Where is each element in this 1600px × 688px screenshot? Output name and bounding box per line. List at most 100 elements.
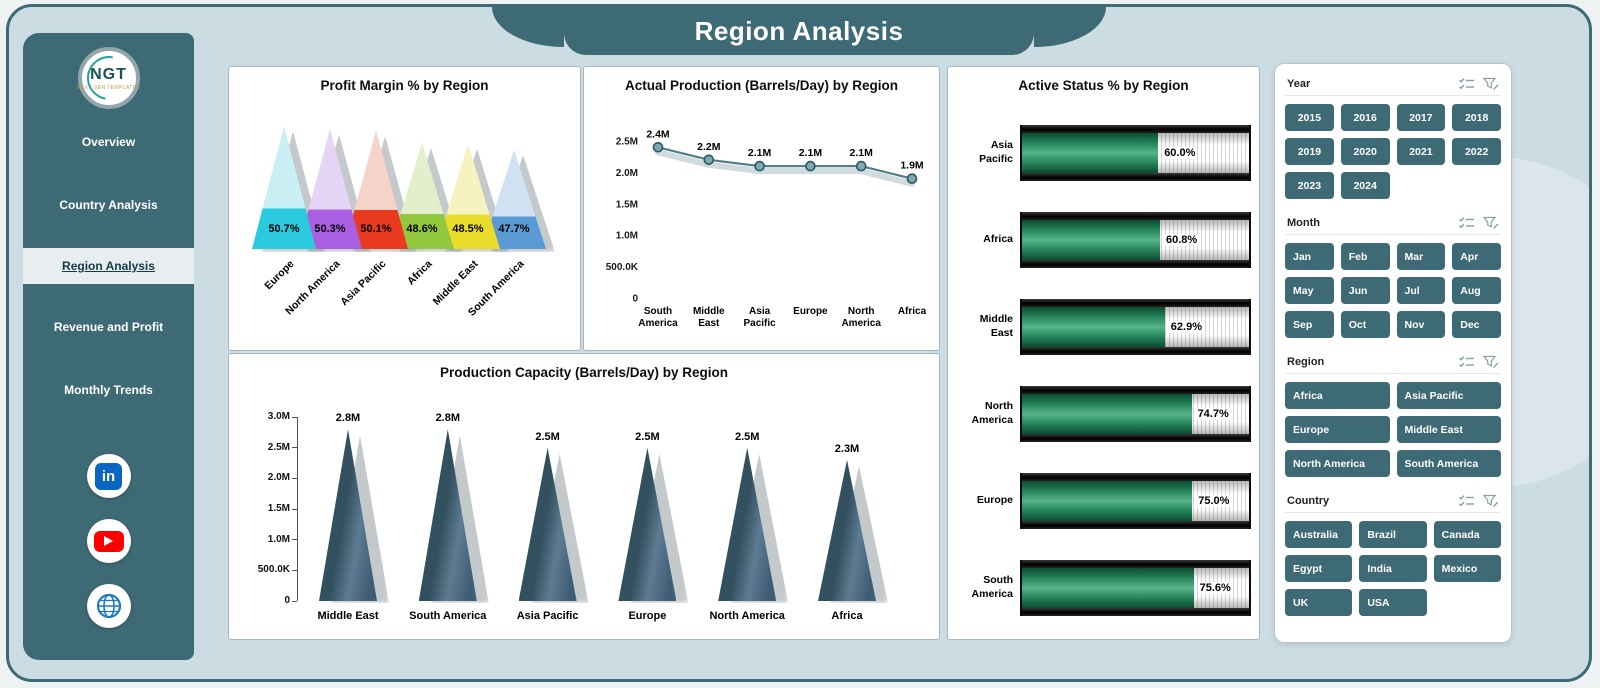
filter-option-country-uk[interactable]: UK — [1285, 589, 1353, 616]
filter-options-region: Africa Asia Pacific Europe Middle East North… — [1285, 382, 1501, 477]
filter-option-country-australia[interactable]: Australia — [1285, 521, 1353, 548]
line-chart-svg: 0 500.0K 1.0M 1.5M 2.0M 2.5M 2.4M 2.2M 2.1M 2.1M 2… — [606, 128, 927, 329]
filter-option-month-jul[interactable]: Jul — [1396, 277, 1446, 304]
clear-filter-icon[interactable] — [1483, 494, 1499, 508]
filter-option-year-2021[interactable]: 2021 — [1396, 138, 1446, 165]
filter-option-country-usa[interactable]: USA — [1359, 589, 1427, 616]
youtube-button[interactable] — [86, 519, 131, 563]
filter-option-year-2015[interactable]: 2015 — [1285, 104, 1334, 131]
sidebar-item-overview[interactable]: Overview — [81, 135, 136, 149]
y-tick — [292, 569, 297, 571]
profit-margin-card: Profit Margin % by Region 50.7% Europe 50.… — [228, 66, 581, 351]
cone-value-label: 2.3M — [834, 442, 860, 455]
actual-production-line-plot: 0 500.0K 1.0M 1.5M 2.0M 2.5M 2.4M 2.2M 2.1M 2.1M 2… — [584, 117, 941, 351]
status-gauge-south-america[interactable]: 75.6% — [1020, 559, 1251, 616]
production-capacity-card: Production Capacity (Barrels/Day) by Reg… — [228, 353, 940, 640]
select-all-icon[interactable] — [1458, 77, 1475, 91]
gauge-value-label: 75.0% — [1196, 494, 1232, 507]
clear-filter-icon[interactable] — [1483, 77, 1499, 91]
filter-option-month-feb[interactable]: Feb — [1340, 243, 1390, 270]
filter-option-country-mexico[interactable]: Mexico — [1433, 555, 1501, 582]
status-gauge-north-america[interactable]: 74.7% — [1020, 385, 1251, 442]
data-value-label: 1.9M — [900, 160, 924, 172]
filter-option-region-south-america[interactable]: South America — [1396, 450, 1501, 477]
status-row-middle-east: Middle East 62.9% — [958, 283, 1251, 370]
filter-option-month-oct[interactable]: Oct — [1340, 311, 1390, 338]
filter-option-year-2024[interactable]: 2024 — [1340, 172, 1390, 199]
status-category-label: Asia Pacific — [979, 138, 1013, 165]
filter-option-month-aug[interactable]: Aug — [1452, 277, 1501, 304]
data-point-north-america[interactable] — [855, 160, 867, 172]
filter-option-country-egypt[interactable]: Egypt — [1285, 555, 1353, 582]
gauge-fill — [1022, 219, 1161, 260]
filter-option-month-mar[interactable]: Mar — [1396, 243, 1446, 270]
x-axis-label: Asia — [749, 306, 771, 317]
y-tick-label: 2.0M — [267, 472, 290, 484]
filter-option-region-asia-pacific[interactable]: Asia Pacific — [1396, 382, 1501, 409]
filter-option-year-2023[interactable]: 2023 — [1285, 172, 1334, 199]
sidebar-item-region-analysis[interactable]: Region Analysis — [23, 248, 194, 284]
filter-option-month-sep[interactable]: Sep — [1285, 311, 1334, 338]
filter-option-year-2020[interactable]: 2020 — [1340, 138, 1390, 165]
gauge-fill — [1022, 132, 1159, 173]
sidebar-item-revenue-and-profit[interactable]: Revenue and Profit — [53, 320, 164, 334]
filter-option-year-2019[interactable]: 2019 — [1285, 138, 1334, 165]
clear-filter-icon[interactable] — [1483, 355, 1499, 369]
clear-filter-icon[interactable] — [1483, 216, 1499, 230]
status-category-label: Middle East — [979, 312, 1013, 339]
data-point-asia-pacific[interactable] — [754, 160, 765, 172]
x-axis-label: South America — [409, 610, 487, 622]
status-gauge-middle-east[interactable]: 62.9% — [1020, 298, 1251, 355]
select-all-icon[interactable] — [1458, 216, 1475, 230]
filter-option-region-africa[interactable]: Africa — [1285, 382, 1390, 409]
status-category-label: South America — [971, 573, 1013, 600]
gauge-edge-top — [1022, 298, 1249, 307]
chart-title-actual-production: Actual Production (Barrels/Day) by Regio… — [624, 78, 899, 93]
filter-option-month-dec[interactable]: Dec — [1452, 311, 1501, 338]
y-tick-label: 0 — [284, 595, 290, 606]
chart-title-production-capacity: Production Capacity (Barrels/Day) by Reg… — [439, 365, 729, 380]
filter-option-year-2022[interactable]: 2022 — [1452, 138, 1501, 165]
status-gauge-europe[interactable]: 75.0% — [1020, 472, 1251, 529]
production-line — [657, 146, 913, 180]
status-gauge-africa[interactable]: 60.8% — [1020, 211, 1251, 268]
data-point-europe[interactable] — [805, 160, 816, 172]
x-axis-label: Europe — [793, 306, 828, 317]
filter-option-country-brazil[interactable]: Brazil — [1359, 521, 1427, 548]
filter-option-year-2016[interactable]: 2016 — [1340, 104, 1390, 131]
filter-option-region-middle-east[interactable]: Middle East — [1396, 416, 1501, 443]
data-point-africa[interactable] — [906, 173, 918, 185]
y-tick-label: 0 — [632, 294, 638, 305]
filter-option-year-2017[interactable]: 2017 — [1396, 104, 1446, 131]
filter-option-month-jun[interactable]: Jun — [1340, 277, 1390, 304]
select-all-icon[interactable] — [1458, 494, 1475, 508]
select-all-icon[interactable] — [1458, 355, 1475, 369]
website-button[interactable] — [86, 584, 131, 628]
sidebar-item-monthly-trends[interactable]: Monthly Trends — [64, 383, 153, 397]
filter-option-region-europe[interactable]: Europe — [1285, 416, 1390, 443]
x-axis-label: Europe — [628, 610, 667, 622]
status-row-europe: Europe 75.0% — [958, 457, 1251, 544]
status-gauge-asia-pacific[interactable]: 60.0% — [1020, 124, 1251, 181]
filter-option-year-2018[interactable]: 2018 — [1452, 104, 1501, 131]
filter-header-icons — [1458, 494, 1499, 508]
ngt-logo: NGT NEXT GEN TEMPLATES — [77, 47, 140, 109]
data-point-middle-east[interactable] — [703, 154, 715, 166]
data-point-south-america[interactable] — [652, 141, 664, 153]
filter-option-country-india[interactable]: India — [1359, 555, 1427, 582]
active-status-gauge-plot: Asia Pacific 60.0% Africa 60.8% Middle East 62.… — [958, 109, 1251, 631]
y-tick-label: 1.0M — [267, 533, 290, 545]
filter-option-month-apr[interactable]: Apr — [1452, 243, 1501, 270]
filter-option-region-north-america[interactable]: North America — [1285, 450, 1390, 477]
x-axis-label: Middle East — [317, 610, 379, 622]
data-value-label: 2.4M — [646, 128, 670, 140]
filter-option-country-canada[interactable]: Canada — [1433, 521, 1501, 548]
x-axis-label: South — [644, 306, 672, 317]
filter-option-month-nov[interactable]: Nov — [1396, 311, 1446, 338]
sidebar-item-country-analysis[interactable]: Country Analysis — [59, 198, 158, 212]
banner-wing-right — [1034, 7, 1106, 47]
linkedin-button[interactable]: in — [86, 454, 131, 498]
filter-option-month-jan[interactable]: Jan — [1285, 243, 1334, 270]
status-row-south-america: South America 75.6% — [958, 544, 1251, 631]
filter-option-month-may[interactable]: May — [1285, 277, 1334, 304]
